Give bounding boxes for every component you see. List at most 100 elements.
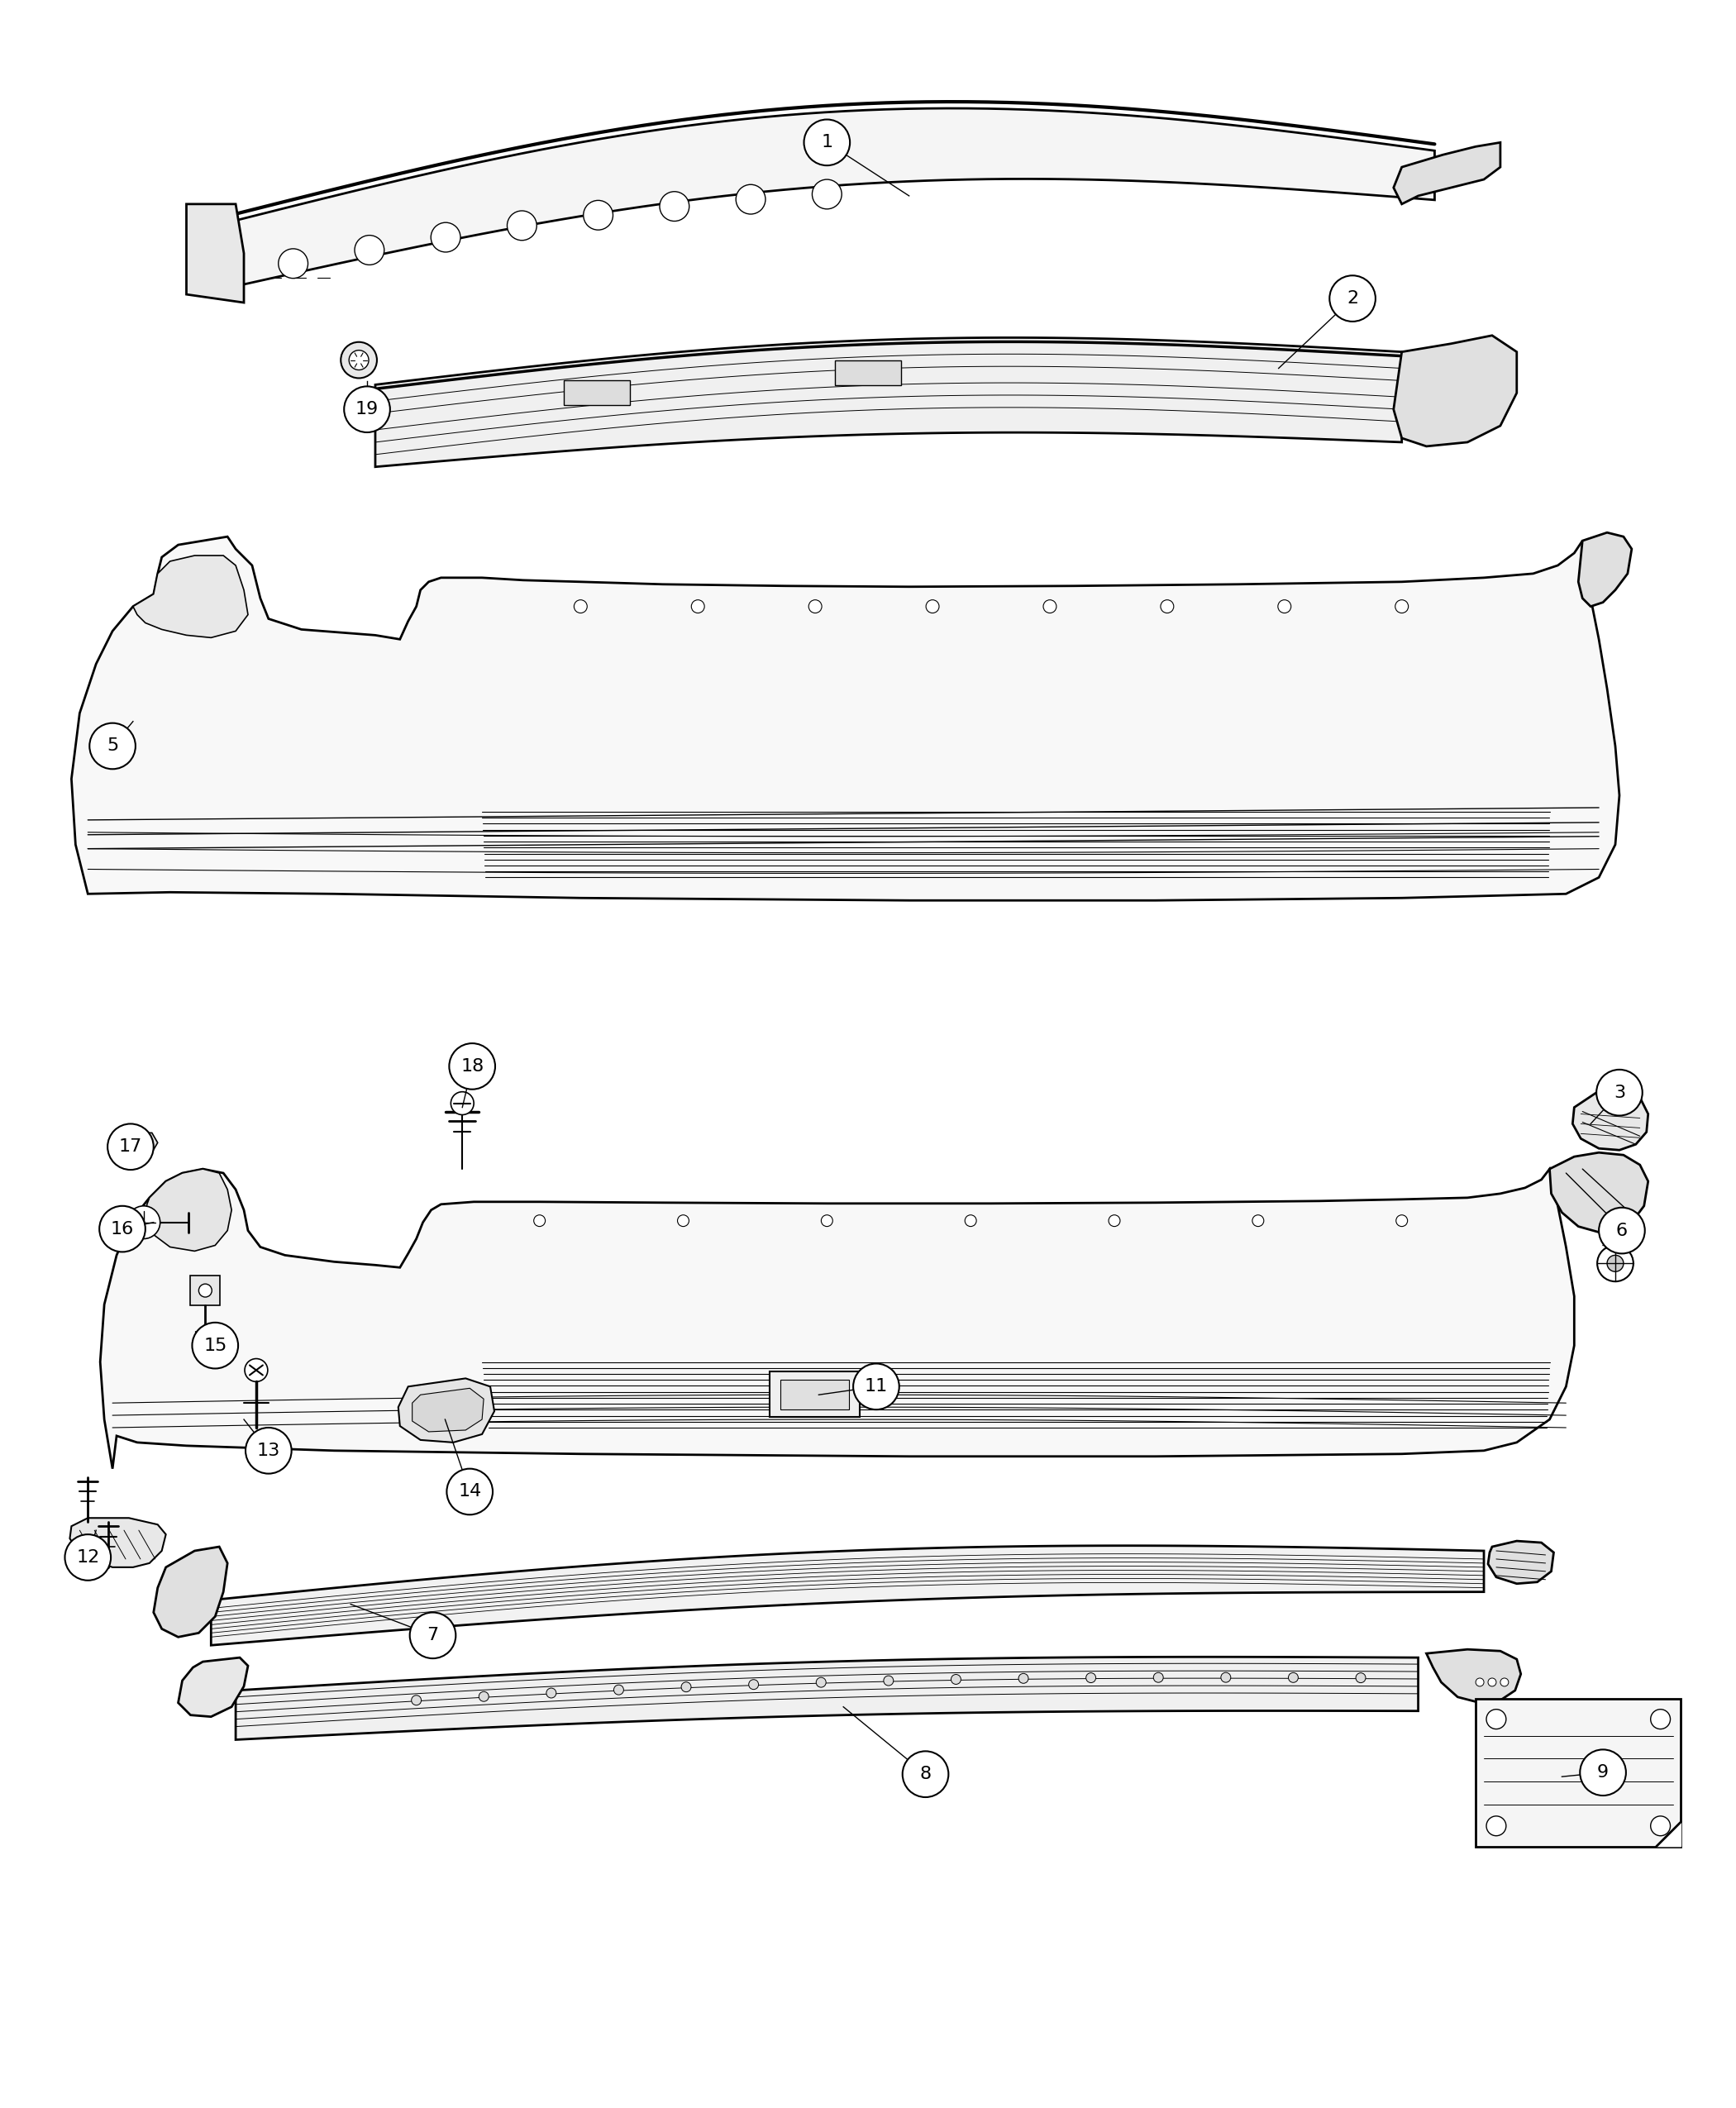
Circle shape [507, 211, 536, 240]
Circle shape [245, 1427, 292, 1473]
Circle shape [1161, 601, 1174, 613]
Text: 1: 1 [821, 135, 833, 152]
Circle shape [1356, 1674, 1366, 1682]
Circle shape [1330, 276, 1375, 323]
Polygon shape [236, 108, 1434, 287]
Polygon shape [1394, 335, 1517, 447]
Text: 13: 13 [257, 1442, 279, 1459]
Polygon shape [146, 1170, 231, 1250]
Circle shape [1488, 1678, 1496, 1686]
Circle shape [198, 1284, 212, 1296]
Circle shape [804, 120, 851, 164]
Circle shape [533, 1214, 545, 1227]
Circle shape [736, 186, 766, 215]
Polygon shape [1394, 143, 1500, 204]
FancyBboxPatch shape [769, 1372, 859, 1417]
Polygon shape [116, 1132, 158, 1153]
FancyBboxPatch shape [564, 379, 630, 405]
Circle shape [1019, 1674, 1028, 1684]
Circle shape [245, 1360, 267, 1381]
Circle shape [450, 1043, 495, 1090]
Circle shape [90, 723, 135, 769]
Circle shape [1486, 1710, 1507, 1729]
Polygon shape [1550, 1153, 1647, 1233]
Polygon shape [398, 1379, 495, 1442]
Circle shape [821, 1214, 833, 1227]
Text: 16: 16 [111, 1221, 134, 1237]
Circle shape [1396, 1214, 1408, 1227]
Circle shape [809, 601, 821, 613]
Circle shape [108, 1124, 153, 1170]
Circle shape [547, 1689, 556, 1697]
Text: 15: 15 [203, 1336, 227, 1353]
Circle shape [1288, 1672, 1299, 1682]
Polygon shape [236, 1657, 1418, 1739]
Circle shape [681, 1682, 691, 1693]
Polygon shape [212, 1545, 1484, 1644]
Text: 18: 18 [460, 1058, 484, 1075]
Circle shape [1278, 601, 1292, 613]
Polygon shape [71, 538, 1620, 900]
Circle shape [446, 1469, 493, 1516]
Text: 6: 6 [1616, 1223, 1628, 1240]
Text: 9: 9 [1597, 1764, 1609, 1781]
Circle shape [1396, 601, 1408, 613]
Circle shape [884, 1676, 894, 1686]
FancyBboxPatch shape [835, 360, 901, 386]
Polygon shape [179, 1657, 248, 1716]
Polygon shape [134, 557, 248, 637]
Circle shape [615, 1684, 623, 1695]
Polygon shape [186, 204, 243, 304]
Circle shape [748, 1680, 759, 1689]
Circle shape [1109, 1214, 1120, 1227]
Circle shape [812, 179, 842, 209]
Circle shape [340, 341, 377, 377]
Polygon shape [1488, 1541, 1554, 1583]
Circle shape [127, 1206, 160, 1240]
Text: 8: 8 [920, 1767, 930, 1783]
Circle shape [1043, 601, 1057, 613]
Text: 2: 2 [1347, 291, 1358, 308]
Circle shape [411, 1695, 422, 1705]
Circle shape [1500, 1678, 1509, 1686]
Circle shape [1580, 1750, 1627, 1796]
Circle shape [1651, 1710, 1670, 1729]
Text: 12: 12 [76, 1549, 99, 1566]
Polygon shape [1578, 533, 1632, 607]
Circle shape [354, 236, 384, 266]
Circle shape [99, 1206, 146, 1252]
Circle shape [925, 601, 939, 613]
Polygon shape [375, 337, 1401, 466]
Circle shape [344, 386, 391, 432]
Circle shape [1608, 1254, 1623, 1271]
Polygon shape [411, 1389, 484, 1431]
Circle shape [852, 1364, 899, 1410]
FancyBboxPatch shape [779, 1381, 849, 1410]
Circle shape [1252, 1214, 1264, 1227]
Text: 14: 14 [458, 1484, 481, 1501]
Text: 7: 7 [427, 1627, 439, 1644]
Circle shape [575, 601, 587, 613]
Circle shape [451, 1092, 474, 1115]
Polygon shape [69, 1518, 167, 1566]
Polygon shape [153, 1547, 227, 1638]
Polygon shape [101, 1170, 1575, 1469]
Text: 19: 19 [356, 401, 378, 417]
Circle shape [583, 200, 613, 230]
Polygon shape [1573, 1090, 1647, 1151]
Circle shape [1087, 1674, 1095, 1682]
Circle shape [193, 1322, 238, 1368]
Circle shape [1220, 1672, 1231, 1682]
Circle shape [951, 1674, 962, 1684]
Circle shape [278, 249, 307, 278]
Text: 11: 11 [865, 1379, 887, 1395]
Circle shape [1153, 1672, 1163, 1682]
Polygon shape [196, 1332, 215, 1345]
Circle shape [1597, 1246, 1634, 1282]
Circle shape [691, 601, 705, 613]
Text: 17: 17 [118, 1138, 142, 1155]
Circle shape [1486, 1817, 1507, 1836]
Text: 3: 3 [1613, 1084, 1625, 1100]
Circle shape [349, 350, 368, 369]
Circle shape [64, 1535, 111, 1581]
